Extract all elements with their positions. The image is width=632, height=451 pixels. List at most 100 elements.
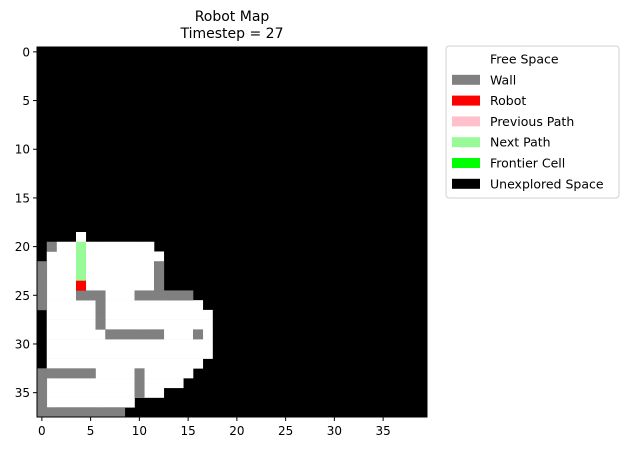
wall-cell [37,270,48,281]
free-cell [85,387,96,398]
free-cell [76,378,87,389]
next-cell [76,270,87,281]
free-cell [154,368,165,379]
free-cell [105,319,116,330]
legend-label-unexplored: Unexplored Space [490,176,604,191]
free-cell [173,368,184,379]
legend-swatch-prev [452,116,480,127]
free-cell [46,387,57,398]
free-cell [154,309,165,320]
free-cell [85,300,96,311]
wall-cell [124,329,135,340]
free-cell [105,309,116,320]
free-cell [76,319,87,330]
wall-cell [154,290,165,301]
free-cell [85,329,96,340]
wall-cell [37,407,48,418]
free-cell [56,261,67,272]
free-cell [85,378,96,389]
free-cell [115,387,126,398]
free-cell [66,358,77,369]
legend: Free Space Wall Robot Previous Path Next Pat… [445,45,620,199]
free-cell [95,339,106,350]
legend-swatch-wall [452,74,480,85]
x-tick-label: 30 [327,424,342,438]
free-cell [56,309,67,320]
free-cell [115,378,126,389]
free-cell [154,319,165,330]
free-cell [124,387,135,398]
free-cell [134,358,145,369]
wall-cell [56,368,67,379]
free-cell [95,280,106,291]
free-cell [183,339,194,350]
wall-cell [154,280,165,291]
free-cell [46,358,57,369]
free-cell [85,280,96,291]
free-cell [193,358,204,369]
free-cell [124,319,135,330]
free-cell [144,358,155,369]
free-cell [46,309,57,320]
free-cell [56,300,67,311]
next-cell [76,261,87,272]
y-tick-label: 35 [15,386,30,400]
free-cell [46,329,57,340]
x-tick-label: 10 [132,424,147,438]
free-cell [76,339,87,350]
free-cell [173,358,184,369]
wall-cell [134,290,145,301]
free-cell [66,251,77,262]
legend-label-frontier: Frontier Cell [490,156,565,171]
free-cell [163,319,174,330]
free-cell [154,348,165,359]
free-cell [85,348,96,359]
wall-cell [85,290,96,301]
chart-title: Robot Map [195,9,270,25]
free-cell [134,261,145,272]
free-cell [124,358,135,369]
free-cell [154,387,165,398]
free-cell [154,358,165,369]
free-cell [144,241,155,252]
wall-cell [46,407,57,418]
free-cell [202,329,213,340]
wall-cell [134,378,145,389]
x-axis: 0 5 10 15 20 25 30 35 [38,417,391,438]
wall-cell [95,300,106,311]
legend-label-prev: Previous Path [490,114,574,129]
wall-cell [154,329,165,340]
plot-frame [36,46,428,418]
free-cell [202,348,213,359]
free-cell [105,378,116,389]
free-cell [173,329,184,340]
free-cell [85,397,96,408]
wall-cell [85,368,96,379]
free-cell [115,348,126,359]
free-cell [202,339,213,350]
wall-cell [95,407,106,418]
free-cell [115,241,126,252]
free-cell [105,358,116,369]
free-cell [105,280,116,291]
free-cell [105,261,116,272]
free-cell [76,358,87,369]
free-cell [193,309,204,320]
free-cell [193,319,204,330]
free-cell [173,300,184,311]
free-cell [95,270,106,281]
free-cell [76,397,87,408]
free-cell [66,309,77,320]
wall-cell [37,368,48,379]
wall-cell [66,407,77,418]
free-cell [56,339,67,350]
free-cell [66,339,77,350]
free-cell [144,348,155,359]
free-cell [163,309,174,320]
free-cell [105,241,116,252]
wall-cell [115,329,126,340]
free-cell [95,387,106,398]
wall-cell [37,397,48,408]
next-cell [76,241,87,252]
legend-frame [445,45,620,199]
